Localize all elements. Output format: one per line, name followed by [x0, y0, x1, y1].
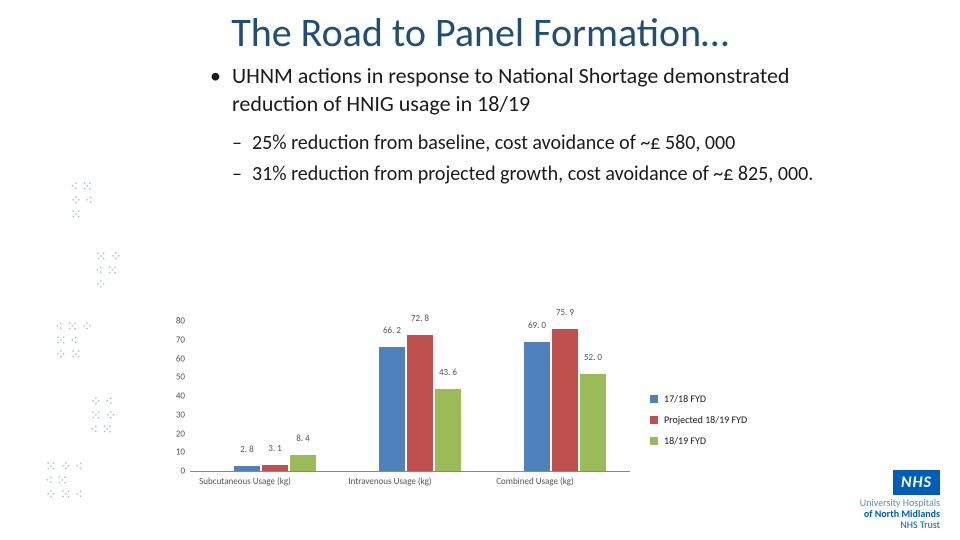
logo-line3: NHS Trust: [900, 518, 940, 531]
chart-legend: 17/18 FYD Projected 18/19 FYD 18/19 FYD: [650, 392, 747, 455]
decorative-speckle: ⁙ ⁘ ⁖ ⁖ ⁙⁘ ⁙ ⁖: [45, 460, 83, 502]
y-tick: 30: [176, 409, 185, 420]
bar: [552, 329, 578, 471]
bar: [435, 389, 461, 471]
bar: [234, 466, 260, 471]
legend-swatch: [650, 395, 658, 403]
x-label: Subcutaneous Usage (kg): [175, 476, 315, 487]
bar-label: 43. 6: [435, 367, 461, 378]
legend-swatch: [650, 416, 658, 424]
bullet-main: • UHNM actions in response to National S…: [210, 62, 830, 117]
bar-label: 75. 9: [552, 307, 578, 318]
legend-label: Projected 18/19 FYD: [664, 413, 747, 426]
y-tick: 70: [176, 334, 185, 345]
legend-item: Projected 18/19 FYD: [650, 413, 747, 426]
bar: [524, 342, 550, 471]
bullet-main-text: UHNM actions in response to National Sho…: [232, 62, 830, 117]
bar-label: 52. 0: [580, 352, 606, 363]
y-tick: 80: [176, 316, 185, 327]
decorative-speckle: ⁙ ⁘ ⁖ ⁙⁘: [95, 250, 122, 292]
nhs-logo: NHS University Hospitals of North Midlan…: [750, 470, 940, 530]
y-tick: 40: [176, 391, 185, 402]
y-tick: 20: [176, 428, 185, 439]
slide-title: The Road to Panel Formation…: [0, 8, 960, 57]
bar-label: 3. 1: [262, 443, 288, 454]
legend-item: 18/19 FYD: [650, 434, 747, 447]
bullet-sub-0: – 25% reduction from baseline, cost avoi…: [232, 131, 830, 156]
decorative-speckle: ⁖ ⁙ ⁘ ⁙ ⁖⁘ ⁙: [55, 320, 93, 362]
legend-swatch: [650, 437, 658, 445]
bar: [580, 374, 606, 472]
bar-label: 66. 2: [379, 325, 405, 336]
body-text: • UHNM actions in response to National S…: [210, 62, 830, 193]
decorative-speckle: ⁖ ⁙⁘ ⁖ ⁙: [70, 180, 93, 222]
bullet-sub-1-text: 31% reduction from projected growth, cos…: [252, 162, 813, 187]
bullet-sub-0-text: 25% reduction from baseline, cost avoida…: [252, 131, 735, 156]
y-tick: 0: [180, 466, 185, 477]
bar-label: 2. 8: [234, 444, 260, 455]
y-tick: 60: [176, 353, 185, 364]
x-label: Combined Usage (kg): [465, 476, 605, 487]
y-tick: 10: [176, 447, 185, 458]
bar: [407, 335, 433, 472]
bar-label: 69. 0: [524, 320, 550, 331]
decorative-speckle: ⁘ ⁖⁙ ⁘ ⁖ ⁙: [90, 395, 117, 437]
legend-label: 18/19 FYD: [664, 434, 706, 447]
bar: [379, 347, 405, 471]
legend-label: 17/18 FYD: [664, 392, 706, 405]
bar-label: 8. 4: [290, 433, 316, 444]
legend-item: 17/18 FYD: [650, 392, 747, 405]
bar: [290, 455, 316, 471]
bar-label: 72. 8: [407, 313, 433, 324]
bar: [262, 465, 288, 471]
bullet-sub-1: – 31% reduction from projected growth, c…: [232, 162, 830, 187]
nhs-badge: NHS: [893, 470, 940, 495]
y-tick: 50: [176, 372, 185, 383]
usage-chart: 010203040506070802. 83. 18. 466. 272. 84…: [160, 322, 810, 492]
x-label: Intravenous Usage (kg): [320, 476, 460, 487]
